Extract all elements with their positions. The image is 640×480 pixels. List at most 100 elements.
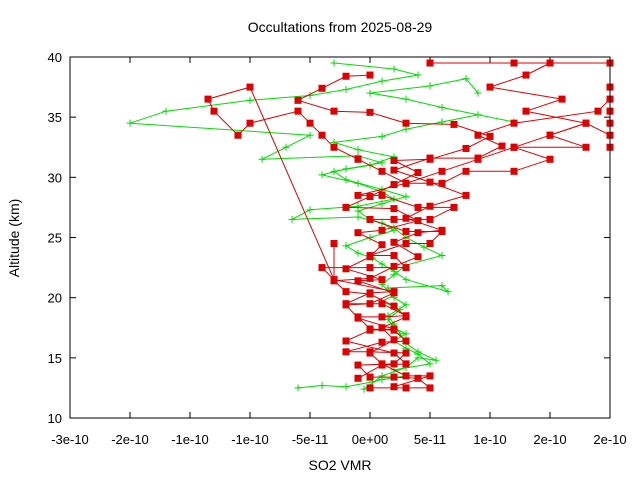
data-point [438, 179, 446, 187]
data-point [342, 288, 350, 296]
y-tick-label: 10 [48, 411, 62, 426]
data-point [366, 373, 374, 381]
data-point [498, 142, 506, 150]
data-point [510, 119, 518, 127]
data-point [390, 271, 398, 279]
data-point [318, 264, 326, 272]
x-tick-label: 2e-10 [593, 432, 626, 447]
data-point [414, 169, 422, 177]
data-point [210, 107, 218, 115]
data-point [342, 348, 350, 356]
data-point [378, 300, 386, 308]
data-point [246, 119, 254, 127]
data-point [342, 242, 350, 250]
data-point [366, 274, 374, 282]
data-point [354, 361, 362, 369]
data-point [402, 349, 410, 357]
data-point [402, 214, 410, 222]
data-point [342, 301, 350, 309]
data-point [402, 360, 410, 368]
data-point [354, 155, 362, 163]
data-point [390, 383, 398, 391]
data-point [366, 384, 374, 392]
data-point [402, 313, 410, 321]
data-point [402, 337, 410, 345]
data-point [402, 330, 410, 338]
data-point [426, 178, 434, 186]
y-tick-label: 35 [48, 110, 62, 125]
data-point [384, 312, 392, 320]
data-point [366, 300, 374, 308]
data-point [366, 89, 374, 97]
data-point [474, 89, 482, 97]
data-point [342, 85, 350, 93]
data-point [246, 96, 254, 104]
data-point [294, 384, 302, 392]
data-point [330, 167, 338, 175]
data-point [366, 108, 374, 116]
data-point [414, 71, 422, 79]
data-point [462, 191, 470, 199]
x-tick-label: -1e-10 [231, 432, 269, 447]
data-point [288, 215, 296, 223]
y-tick-label: 15 [48, 351, 62, 366]
y-axis-label: Altitude (km) [6, 199, 22, 278]
data-point [342, 337, 350, 345]
data-point [444, 288, 452, 296]
data-point [378, 360, 386, 368]
data-point [366, 349, 374, 357]
x-tick-label: 1e-10 [473, 432, 506, 447]
data-point [402, 264, 410, 272]
data-point [390, 156, 398, 164]
data-point [510, 167, 518, 175]
data-point [342, 265, 350, 273]
data-point [510, 143, 518, 151]
data-point [462, 167, 470, 175]
data-point [450, 120, 458, 128]
data-point [420, 243, 428, 251]
data-point [582, 119, 590, 127]
data-point [438, 252, 446, 260]
data-point [438, 282, 446, 290]
data-point [354, 207, 362, 215]
data-point [402, 125, 410, 133]
x-tick-label: -2e-10 [111, 432, 149, 447]
data-point [546, 155, 554, 163]
data-point [402, 95, 410, 103]
data-point [426, 240, 434, 248]
data-point [204, 95, 212, 103]
data-point [486, 132, 494, 140]
data-point [390, 181, 398, 189]
chart-title: Occultations from 2025-08-29 [248, 19, 433, 35]
data-point [378, 77, 386, 85]
data-point [306, 119, 314, 127]
data-point [342, 383, 350, 391]
data-point [426, 202, 434, 210]
data-point [354, 249, 362, 257]
data-point [318, 171, 326, 179]
x-tick-label: 0e+00 [352, 432, 389, 447]
data-point [426, 384, 434, 392]
data-point [426, 215, 434, 223]
data-point [390, 262, 398, 270]
data-point [126, 119, 134, 127]
data-point [318, 131, 326, 139]
data-point [354, 229, 362, 237]
data-point [426, 372, 434, 380]
data-point [366, 193, 374, 201]
data-point [354, 374, 362, 382]
data-point [426, 154, 434, 162]
data-point [330, 59, 338, 67]
data-point [282, 143, 290, 151]
data-point [162, 107, 170, 115]
data-point [354, 213, 362, 221]
data-point [318, 84, 326, 92]
data-point [258, 155, 266, 163]
data-point [390, 325, 398, 333]
data-point [414, 203, 422, 211]
data-point [378, 372, 386, 380]
data-point [402, 301, 410, 309]
data-point [354, 277, 362, 285]
data-point [366, 326, 374, 334]
